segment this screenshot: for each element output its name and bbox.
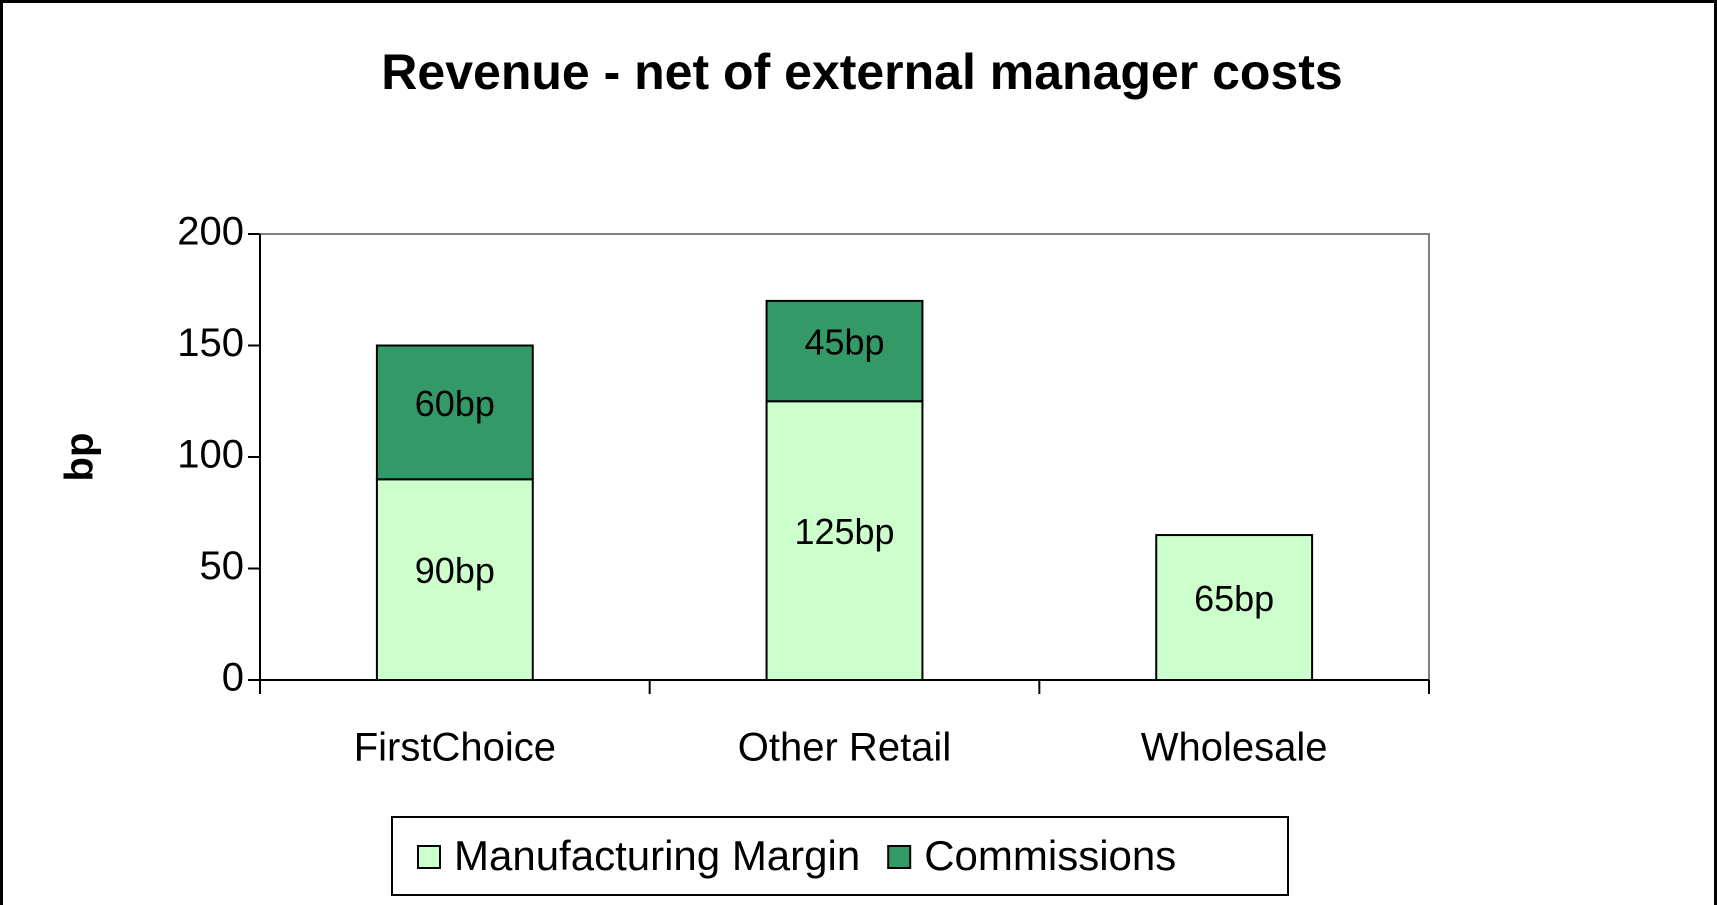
y-tick-label: 150 [177, 321, 244, 365]
bar-segment [375, 344, 534, 481]
legend-label: Commissions [924, 832, 1176, 879]
legend-swatch [417, 845, 441, 869]
data-label: 90bp [415, 550, 495, 591]
y-axis-label: bp [58, 433, 102, 482]
x-tick-label: Wholesale [1141, 726, 1328, 770]
y-tick-label: 0 [222, 656, 244, 700]
y-tick-label: 50 [200, 544, 245, 588]
data-label: 65bp [1194, 578, 1274, 619]
plot-border [260, 233, 1430, 680]
legend-box [391, 816, 1289, 896]
bar-segment [765, 299, 924, 403]
chart-title: Revenue - net of external manager costs [381, 44, 1342, 100]
y-tick-label: 100 [177, 433, 244, 477]
data-label: 60bp [415, 383, 495, 424]
x-tick-label: Other Retail [738, 726, 951, 770]
legend-swatch [887, 845, 912, 869]
y-tick-label: 200 [177, 210, 244, 254]
x-tick-label: FirstChoice [354, 726, 556, 770]
legend-label: Manufacturing Margin [454, 832, 860, 879]
data-label: 125bp [794, 511, 894, 552]
bar-segment [1155, 534, 1314, 681]
data-label: 45bp [804, 322, 884, 363]
